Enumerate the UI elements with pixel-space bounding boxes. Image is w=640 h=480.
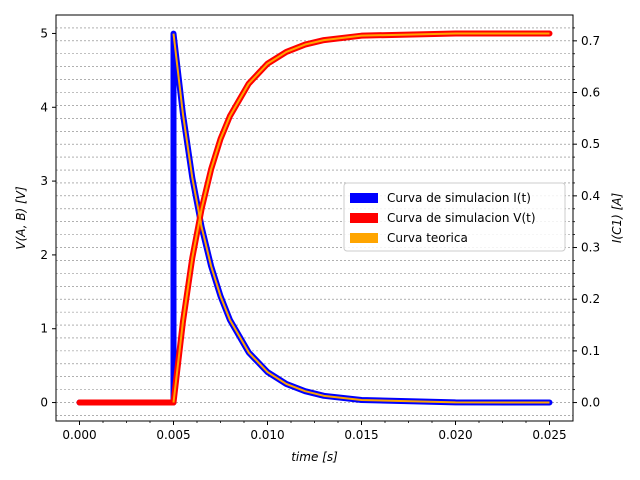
- y-left-tick-label: 3: [40, 174, 48, 188]
- y-left-tick-label: 4: [40, 100, 48, 114]
- y-axis-label-left: V(A, B) [V]: [14, 186, 28, 250]
- legend-box: [343, 182, 566, 252]
- y-right-tick-label: 0.3: [581, 241, 600, 255]
- legend-label: Curva teorica: [387, 231, 468, 245]
- y-left-tick-label: 1: [40, 322, 48, 336]
- y-right-tick-label: 0.1: [581, 344, 600, 358]
- x-tick-label: 0.020: [438, 428, 472, 442]
- y-right-tick-label: 0.5: [581, 137, 600, 151]
- y-right-tick-label: 0.2: [581, 292, 600, 306]
- series-line-theoretical-voltage: [172, 32, 550, 403]
- y-right-tick-label: 0.4: [581, 189, 600, 203]
- y-right-tick-label: 0.6: [581, 86, 600, 100]
- x-tick-label: 0.000: [62, 428, 96, 442]
- legend-label: Curva de simulacion V(t): [387, 211, 536, 225]
- legend-swatch: [350, 233, 378, 243]
- y-right-tick-label: 0.7: [581, 34, 600, 48]
- axes: 0.000 0.005 0.010 0.015 0.020 0.025 0 1 2 3 4 5 0.0 0…: [40, 26, 600, 442]
- x-tick-label: 0.015: [344, 428, 378, 442]
- x-tick-label: 0.025: [532, 428, 566, 442]
- legend-swatch: [350, 213, 378, 223]
- legend-swatch: [350, 193, 378, 203]
- series-line-theoretical-current: [172, 33, 550, 404]
- legend-label: Curva de simulacion I(t): [387, 191, 531, 205]
- x-tick-label: 0.010: [250, 428, 284, 442]
- legend: Curva de simulacion I(t) Curva de simulac…: [343, 182, 566, 252]
- y-axis-label-right: I(C1) [A]: [610, 193, 624, 244]
- y-left-tick-label: 5: [40, 26, 48, 40]
- x-tick-label: 0.005: [156, 428, 190, 442]
- y-left-tick-label: 2: [40, 248, 48, 262]
- y-left-tick-label: 0: [40, 396, 48, 410]
- y-right-tick-label: 0.0: [581, 396, 600, 410]
- series-lines: [76, 30, 553, 406]
- x-axis-label: time [s]: [291, 450, 338, 464]
